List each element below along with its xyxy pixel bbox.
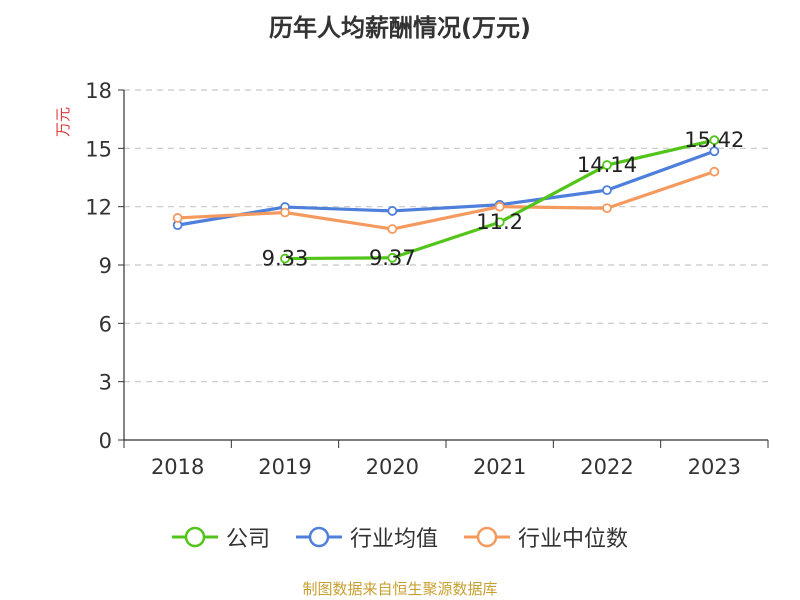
- legend-label-industry-median: 行业中位数: [518, 527, 629, 552]
- source-note: 制图数据来自恒生聚源数据库: [302, 580, 498, 598]
- data-point[interactable]: [602, 203, 612, 214]
- legend-item-industry-median[interactable]: 行业中位数: [464, 521, 628, 553]
- x-tick-label: 2022: [580, 455, 633, 479]
- legend-item-company[interactable]: 公司: [171, 521, 270, 553]
- y-axis-label: 万元: [54, 107, 72, 137]
- data-label: 9.37: [369, 246, 416, 270]
- grid-lines: [124, 89, 768, 383]
- data-point[interactable]: [387, 206, 398, 216]
- data-point[interactable]: [172, 213, 183, 223]
- data-point[interactable]: [709, 166, 720, 177]
- y-tick-label: 18: [85, 79, 112, 103]
- data-point[interactable]: [709, 135, 720, 146]
- legend-swatch-company: [171, 526, 218, 548]
- y-tick-label: 9: [99, 254, 112, 278]
- y-tick-label: 12: [85, 196, 112, 220]
- x-tick-label: 2021: [473, 455, 526, 479]
- series-line-0: [284, 138, 715, 261]
- data-label: 14.14: [577, 153, 637, 177]
- y-tick-label: 6: [99, 312, 112, 336]
- x-tick-label: 2020: [366, 455, 419, 479]
- data-point[interactable]: [387, 224, 398, 234]
- data-label: 15.42: [684, 128, 744, 152]
- data-point[interactable]: [602, 185, 612, 196]
- x-tick-label: 2019: [258, 455, 311, 479]
- series-lines: [172, 135, 720, 264]
- data-point[interactable]: [280, 253, 290, 264]
- data-label: 11.2: [476, 210, 523, 234]
- y-tick-label: 15: [85, 137, 112, 161]
- series-line-1: [177, 149, 715, 227]
- legend-label-industry-mean: 行业均值: [349, 527, 438, 552]
- data-point[interactable]: [494, 217, 505, 228]
- legend-item-industry-mean[interactable]: 行业均值: [295, 521, 438, 553]
- data-point[interactable]: [602, 160, 612, 170]
- chart-title: 历年人均薪酬情况(万元): [269, 14, 531, 42]
- legend: 公司 行业均值 行业中位数: [0, 520, 800, 554]
- data-point[interactable]: [280, 207, 290, 218]
- data-labels: 9.33 9.37 11.2 14.14 15.42: [262, 128, 745, 270]
- legend-label-company: 公司: [225, 527, 270, 552]
- series-line-2: [177, 170, 715, 231]
- y-tick-label: 3: [99, 371, 112, 395]
- data-point[interactable]: [387, 252, 398, 263]
- legend-swatch-industry-mean: [295, 526, 342, 548]
- axes: 0 3 6 9 12 15 18 2018 2019 2020 2021 2022 2023: [85, 79, 769, 479]
- y-tick-label: 0: [99, 429, 112, 453]
- x-tick-label: 2018: [151, 455, 204, 479]
- x-tick-label: 2023: [688, 455, 741, 479]
- data-point[interactable]: [494, 201, 505, 212]
- data-point[interactable]: [709, 146, 720, 157]
- legend-swatch-industry-median: [464, 526, 510, 548]
- data-label: 9.33: [262, 247, 309, 271]
